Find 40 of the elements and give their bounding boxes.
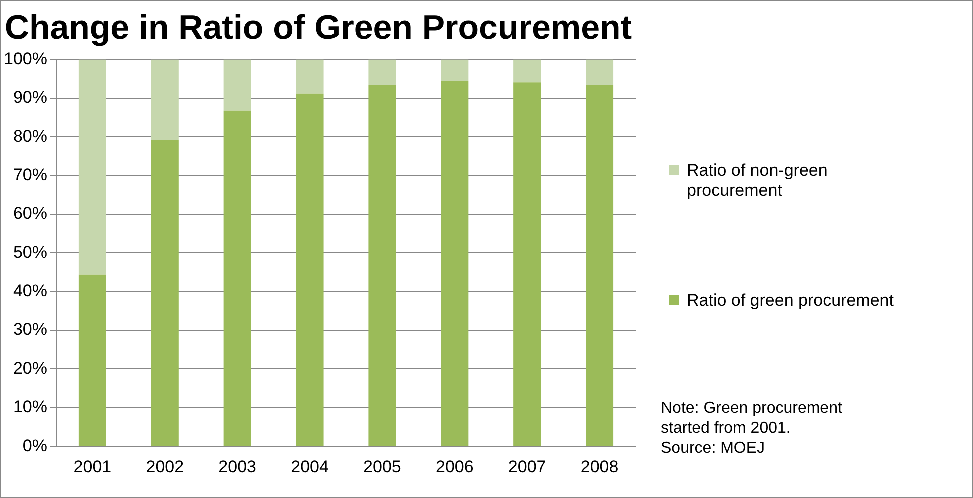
bar [151, 140, 179, 446]
y-tick-label: 60% [13, 204, 48, 224]
y-tick-label: 70% [13, 166, 48, 185]
bar [441, 81, 469, 446]
source-note: Source: MOEJ [661, 439, 766, 459]
bar [514, 60, 542, 83]
text: Note: Green procurement started from 2001. [661, 399, 844, 439]
y-tick-label: 50% [13, 242, 48, 262]
bar [586, 85, 614, 446]
x-tick-label: 2005 [364, 457, 402, 476]
legend-label: Ratio of green procurement [687, 291, 895, 311]
y-tick-label: 20% [13, 358, 48, 378]
y-tick-label: 80% [13, 126, 48, 146]
bar [441, 60, 469, 82]
bar [368, 85, 396, 446]
bar [296, 94, 324, 446]
bar [78, 274, 106, 446]
legend-label: Ratio of non-green procurement [687, 161, 829, 201]
y-tick-label: 30% [13, 320, 48, 340]
x-tick-label: 2002 [146, 457, 184, 476]
x-tick-label: 2003 [218, 457, 256, 476]
y-tick-label: 10% [13, 398, 48, 417]
bar [78, 60, 106, 275]
bar [368, 60, 396, 86]
x-tick-label: 2006 [436, 457, 474, 476]
chart-title: Change in Ratio of Green Procurement [4, 8, 632, 47]
bar [296, 60, 324, 94]
y-tick-label: 0% [22, 436, 48, 456]
bar [586, 60, 614, 86]
bar [224, 60, 252, 111]
x-tick-label: 2008 [580, 457, 619, 476]
bar [151, 60, 179, 140]
x-tick-label: 2007 [508, 457, 546, 476]
x-tick-label: 2001 [74, 457, 112, 476]
y-tick-label: 90% [13, 88, 48, 108]
x-tick-label: 2004 [291, 457, 329, 476]
y-tick-label: 100% [4, 49, 48, 68]
bar [514, 82, 542, 446]
y-tick-label: 40% [13, 282, 48, 301]
bar [224, 110, 252, 446]
